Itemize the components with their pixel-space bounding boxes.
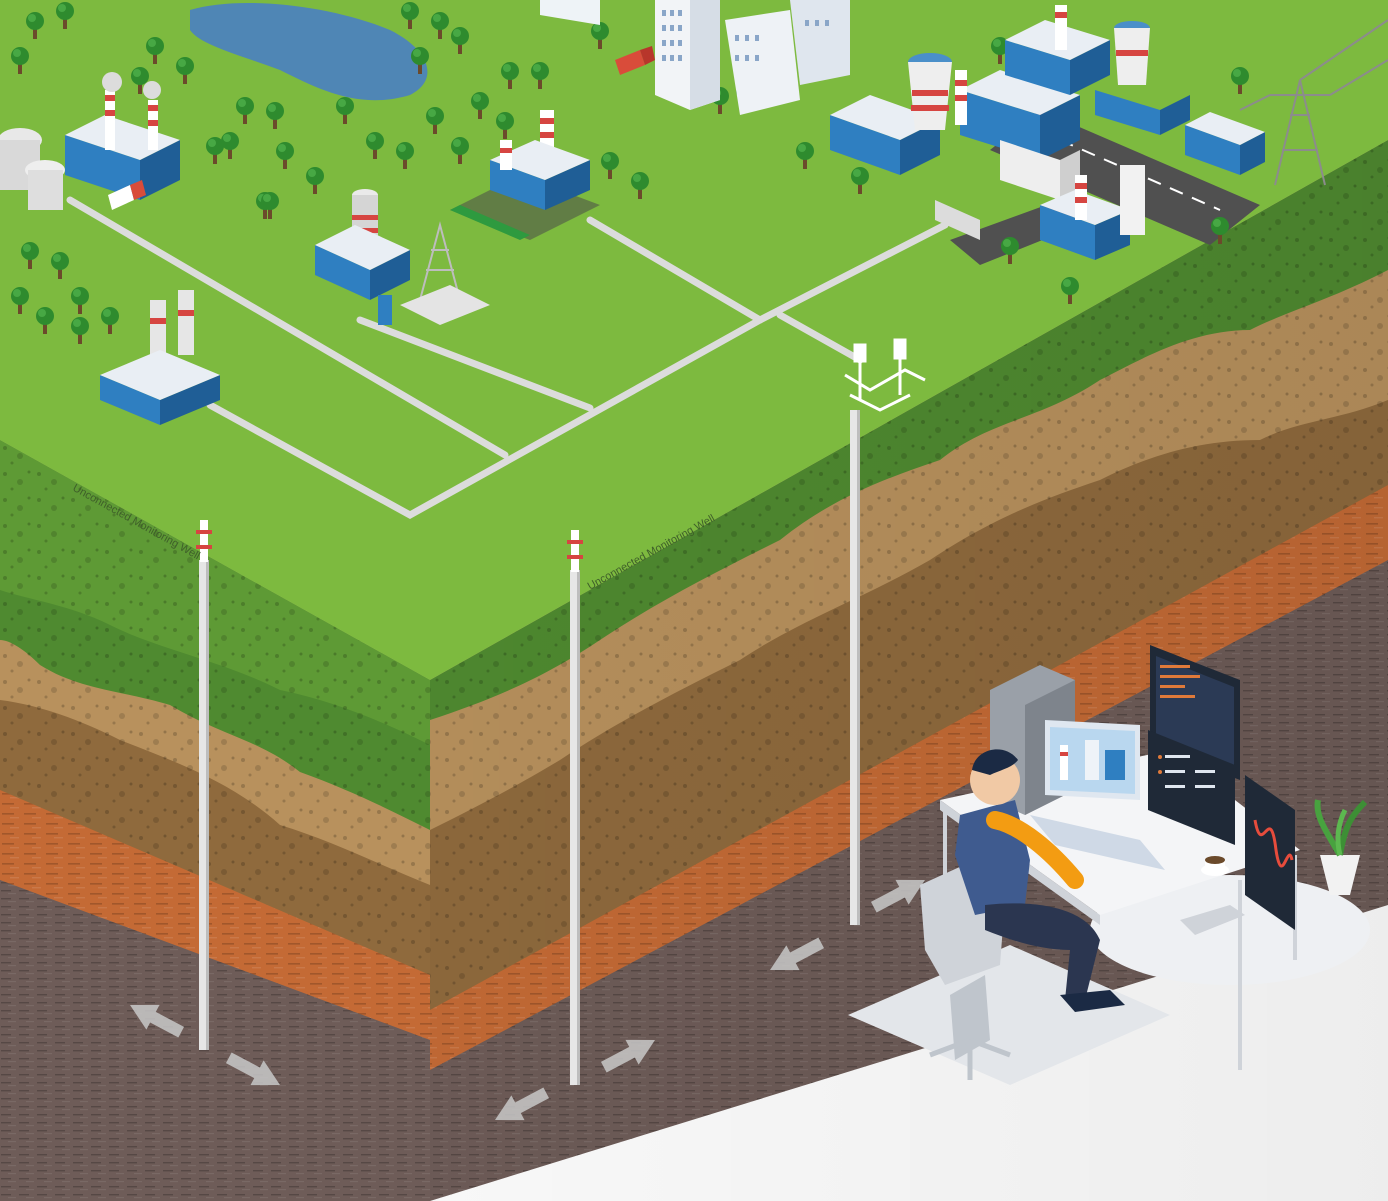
well-casing-left <box>199 560 209 1050</box>
factory-lower-left <box>100 290 220 425</box>
left-cross-section <box>0 440 430 1201</box>
computer-workstation-icon <box>848 645 1370 1085</box>
industrial-park-right <box>830 5 1388 260</box>
well-head-icon <box>196 520 583 572</box>
factory-top-left <box>0 72 180 210</box>
well-casing-middle <box>570 570 580 1085</box>
truck-icon <box>108 180 146 210</box>
well-head-icon <box>844 338 926 412</box>
person-icon <box>920 749 1125 1080</box>
plant-icon <box>1314 799 1368 895</box>
cooling-tower-icon <box>908 53 952 130</box>
power-pylon-icon <box>419 221 461 301</box>
well-casing-connected <box>850 410 860 925</box>
truck-icon <box>615 46 655 75</box>
factory-center-left <box>315 189 490 325</box>
pond-icon <box>190 2 428 101</box>
pipeline-network <box>66 196 949 520</box>
city-icon <box>540 0 850 115</box>
wells <box>196 410 860 1085</box>
factory-center <box>450 110 600 240</box>
power-pylon-icon <box>1239 19 1388 186</box>
coffee-cup-icon <box>1201 856 1229 876</box>
